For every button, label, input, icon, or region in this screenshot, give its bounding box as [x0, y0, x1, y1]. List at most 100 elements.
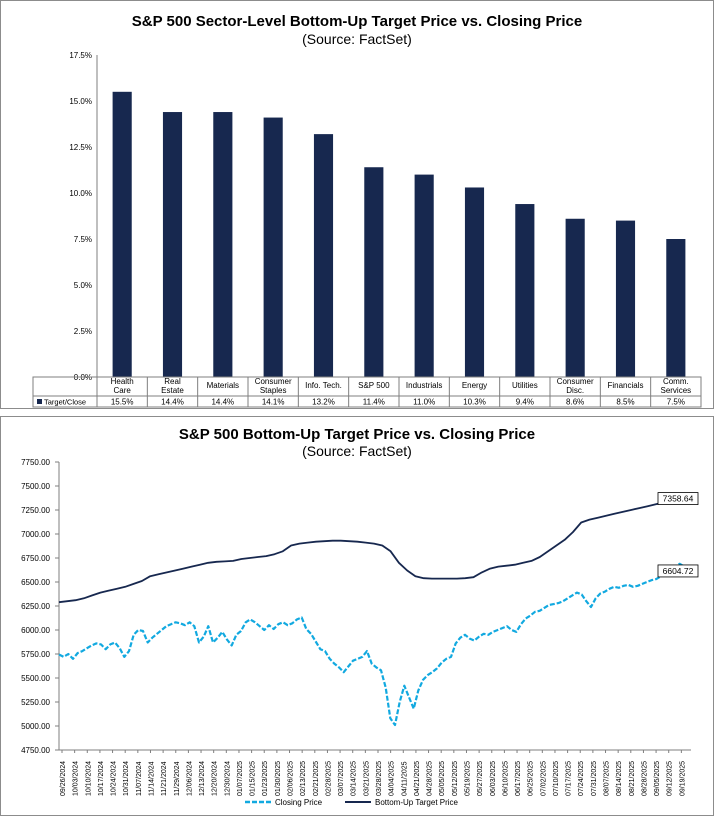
line-x-tick-label: 04/04/2025: [389, 761, 396, 796]
bar-value-label: 8.5%: [616, 398, 634, 407]
bar-3: [263, 117, 283, 377]
closing-price-line: [58, 562, 690, 727]
bar-category-label: Comm.: [663, 377, 689, 386]
line-y-tick-label: 6500.00: [21, 578, 50, 587]
bar-y-tick-label: 5.0%: [74, 281, 92, 290]
bar-category-label: Consumer: [557, 377, 594, 386]
line-x-tick-label: 08/07/2025: [604, 761, 611, 796]
line-x-tick-label: 07/24/2025: [578, 761, 585, 796]
line-x-tick-label: 02/13/2025: [300, 761, 307, 796]
bar-9: [565, 218, 585, 377]
target-price-line: [58, 498, 690, 604]
line-x-tick-label: 12/20/2024: [212, 761, 219, 796]
bar-category-label: Disc.: [566, 386, 584, 395]
bar-table-series-label: Target/Close: [44, 398, 86, 407]
target-price-end-label: 7358.64: [663, 494, 694, 504]
line-y-tick-label: 4750.00: [21, 746, 50, 755]
line-x-tick-label: 06/10/2025: [502, 761, 509, 796]
line-chart-subtitle: (Source: FactSet): [302, 443, 412, 459]
line-x-tick-label: 03/07/2025: [338, 761, 345, 796]
bar-y-tick-label: 12.5%: [69, 143, 92, 152]
line-x-tick-label: 10/24/2024: [111, 761, 118, 796]
line-x-tick-label: 07/10/2025: [553, 761, 560, 796]
line-y-tick-label: 7000.00: [21, 530, 50, 539]
line-x-tick-label: 07/31/2025: [591, 761, 598, 796]
line-x-tick-label: 06/03/2025: [490, 761, 497, 796]
line-x-tick-label: 02/28/2025: [325, 761, 332, 796]
bar-value-label: 11.4%: [363, 398, 385, 407]
line-x-tick-label: 02/06/2025: [288, 761, 295, 796]
bar-category-label: S&P 500: [358, 381, 390, 390]
line-x-tick-label: 06/17/2025: [515, 761, 522, 796]
bar-y-tick-label: 2.5%: [74, 327, 92, 336]
line-x-tick-label: 06/25/2025: [528, 761, 535, 796]
line-x-tick-label: 03/28/2025: [376, 761, 383, 796]
bar-value-label: 11.0%: [413, 398, 435, 407]
target-vs-close-line-panel: S&P 500 Bottom-Up Target Price vs. Closi…: [0, 416, 714, 816]
bar-value-label: 13.2%: [312, 398, 335, 407]
legend-swatch-target-close: [37, 399, 42, 404]
bar-category-label: Health: [111, 377, 134, 386]
bar-value-label: 7.5%: [667, 398, 685, 407]
bar-11: [666, 239, 686, 377]
line-x-tick-label: 12/13/2024: [199, 761, 206, 796]
bar-y-tick-label: 17.5%: [69, 51, 92, 60]
line-y-tick-label: 6250.00: [21, 602, 50, 611]
bar-1: [162, 112, 183, 377]
line-x-tick-label: 07/17/2025: [566, 761, 573, 796]
line-y-tick-label: 7250.00: [21, 506, 50, 515]
bar-category-label: Industrials: [406, 381, 442, 390]
bar-category-label: Materials: [207, 381, 239, 390]
bar-y-tick-label: 10.0%: [69, 189, 92, 198]
bar-category-label: Info. Tech.: [305, 381, 342, 390]
bar-category-label: Services: [660, 386, 691, 395]
bar-value-label: 10.3%: [463, 398, 486, 407]
line-x-tick-label: 04/11/2025: [401, 761, 408, 796]
bar-10: [615, 220, 636, 377]
line-x-tick-label: 03/14/2025: [351, 761, 358, 796]
line-x-tick-label: 03/21/2025: [363, 761, 370, 796]
bar-4: [313, 134, 334, 377]
line-x-tick-label: 11/07/2024: [136, 761, 143, 796]
line-x-tick-label: 01/07/2025: [237, 761, 244, 796]
line-x-tick-label: 11/14/2024: [148, 761, 155, 796]
bar-6: [414, 174, 434, 377]
line-chart-svg: 4750.00 5000.00 5250.00 5500.00 5750.00 6000.…: [21, 458, 699, 807]
line-x-tick-label: 05/05/2025: [439, 761, 446, 796]
bar-value-label: 14.1%: [262, 398, 285, 407]
bar-category-label: Care: [113, 386, 131, 395]
line-x-tick-label: 10/10/2024: [85, 761, 92, 796]
bar-value-label: 8.6%: [566, 398, 584, 407]
line-x-tick-label: 10/31/2024: [123, 761, 130, 796]
line-x-tick-label: 05/19/2025: [464, 761, 471, 796]
bar-data-table: [32, 376, 702, 408]
closing-price-end-label: 6604.72: [663, 566, 694, 576]
bar-category-label: Consumer: [255, 377, 292, 386]
line-x-tick-label: 04/21/2025: [414, 761, 421, 796]
line-y-tick-label: 5500.00: [21, 674, 50, 683]
line-x-tick-label: 01/30/2025: [275, 761, 282, 796]
bar-chart-svg: 0.0%2.5%5.0%7.5%10.0%12.5%15.0%17.5%Targ…: [32, 51, 702, 408]
line-x-tick-label: 11/21/2024: [161, 761, 168, 796]
line-x-tick-label: 12/30/2024: [224, 761, 231, 796]
line-x-tick-label: 09/05/2025: [654, 761, 661, 796]
closing-price-end-box: [657, 564, 699, 578]
bar-8: [515, 204, 535, 377]
line-x-tick-label: 10/03/2024: [73, 761, 80, 796]
target-price-end-box: [657, 492, 699, 505]
bar-value-label: 14.4%: [161, 398, 184, 407]
line-y-tick-label: 5250.00: [21, 698, 50, 707]
line-x-tick-label: 08/28/2025: [641, 761, 648, 796]
line-x-tick-label: 05/27/2025: [477, 761, 484, 796]
bar-2: [213, 112, 233, 377]
bar-5: [364, 167, 384, 377]
line-x-tick-label: 01/23/2025: [262, 761, 269, 796]
line-y-tick-label: 6750.00: [21, 554, 50, 563]
line-y-tick-label: 6000.00: [21, 626, 50, 635]
line-x-tick-label: 10/17/2024: [98, 761, 105, 796]
bar-category-label: Financials: [607, 381, 643, 390]
line-y-tick-label: 5750.00: [21, 650, 50, 659]
bar-category-label: Real: [164, 377, 181, 386]
line-y-tick-label: 7750.00: [21, 458, 50, 467]
bar-7: [464, 187, 485, 377]
